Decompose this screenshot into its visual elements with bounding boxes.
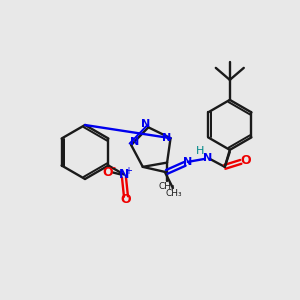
Text: CH₃: CH₃ [166, 189, 182, 198]
Text: N: N [183, 157, 192, 167]
Text: N: N [203, 153, 212, 163]
Text: N: N [162, 133, 171, 143]
Text: H: H [196, 146, 204, 156]
Text: -: - [111, 163, 115, 172]
Text: N: N [130, 137, 139, 147]
Text: O: O [121, 193, 131, 206]
Text: +: + [124, 166, 132, 176]
Text: O: O [241, 154, 251, 167]
Text: N: N [119, 168, 129, 181]
Text: N: N [141, 119, 150, 129]
Text: O: O [103, 166, 113, 179]
Text: CH₃: CH₃ [159, 182, 176, 191]
